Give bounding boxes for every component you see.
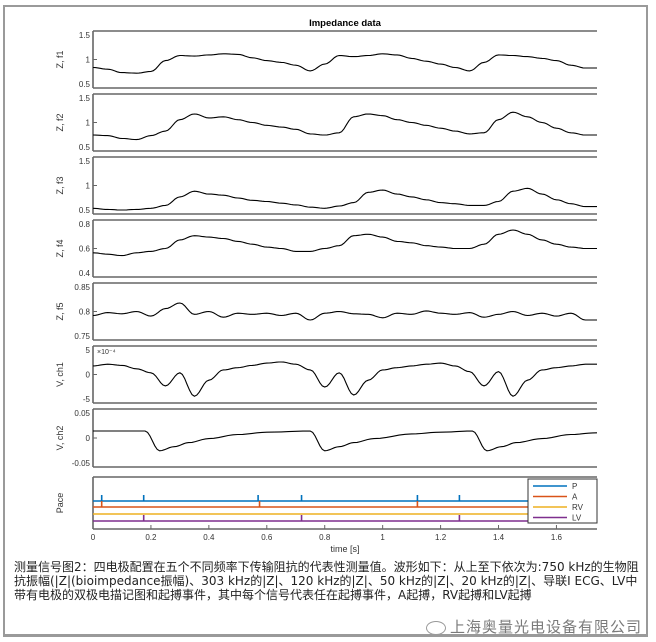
legend-label-A: A bbox=[572, 493, 578, 502]
series-line-f2 bbox=[92, 111, 597, 141]
y-tick-label: 0.6 bbox=[79, 245, 91, 254]
axes-group: Z, f10.511.5Z, f20.511.5Z, f30.511.5Z, f… bbox=[55, 30, 598, 554]
y-tick-label: 0 bbox=[86, 434, 91, 443]
legend-label-P: P bbox=[572, 482, 577, 491]
x-tick-label: 0.2 bbox=[145, 533, 157, 542]
y-tick-label: 0.85 bbox=[74, 283, 90, 292]
y-tick-label: 0.75 bbox=[74, 332, 90, 341]
y-tick-label: 0.8 bbox=[79, 308, 91, 317]
axes-f1: Z, f1 0.5 1 1.5 bbox=[55, 30, 597, 89]
y-tick-label: 1 bbox=[86, 182, 91, 191]
axes-f5: Z, f5 0.75 0.8 0.85 bbox=[55, 282, 597, 341]
x-tick-label: 1.2 bbox=[435, 533, 447, 542]
figure-caption: 测量信号图2：四电极配置在五个不同频率下传输阻抗的代表性测量值。波形如下：从上至… bbox=[14, 560, 639, 602]
series-line-f1 bbox=[92, 53, 597, 74]
wechat-icon bbox=[425, 620, 446, 635]
axes-f3: Z, f3 0.5 1 1.5 bbox=[55, 156, 597, 215]
x-tick-label: 1.4 bbox=[493, 533, 505, 542]
x-axis-label: time [s] bbox=[330, 544, 359, 554]
x-tick-label: 0 bbox=[91, 533, 96, 542]
y-axis-label: Z, f2 bbox=[55, 113, 65, 131]
x-tick-label: 0.4 bbox=[203, 533, 215, 542]
y-tick-label: 0.8 bbox=[79, 220, 91, 229]
y-tick-label: 0.5 bbox=[79, 206, 91, 215]
legend-label-LV: LV bbox=[572, 514, 582, 523]
y-tick-label: 0.05 bbox=[74, 409, 90, 418]
x-tick-label: 1 bbox=[380, 533, 385, 542]
y-axis-label: Z, f5 bbox=[55, 302, 65, 320]
watermark-text: 上海奥量光电设备有限公司 bbox=[449, 618, 642, 636]
chart-title: Impedance data bbox=[309, 18, 382, 29]
x-tick-label: 0.8 bbox=[319, 533, 331, 542]
y-tick-label: 0.4 bbox=[79, 269, 91, 278]
axes-f2: Z, f2 0.5 1 1.5 bbox=[55, 93, 597, 152]
y-tick-label: 1 bbox=[86, 119, 91, 128]
y-tick-label: 5 bbox=[86, 346, 91, 355]
y-tick-label: 1 bbox=[86, 56, 91, 65]
y-axis-label: V, ch2 bbox=[55, 426, 65, 451]
y-tick-label: 0.5 bbox=[79, 143, 91, 152]
series-line-f3 bbox=[92, 187, 597, 211]
y-tick-label: -5 bbox=[83, 395, 91, 404]
axes-f4: Z, f4 0.4 0.6 0.8 bbox=[55, 219, 597, 278]
y-tick-label: 1.5 bbox=[79, 31, 91, 40]
y-scale-label: ×10⁻⁴ bbox=[97, 349, 116, 356]
y-axis-label: Z, f1 bbox=[55, 50, 65, 68]
y-tick-label: -0.05 bbox=[72, 459, 91, 468]
y-tick-label: 1.5 bbox=[79, 94, 91, 103]
x-tick-label: 0.6 bbox=[261, 533, 273, 542]
y-tick-label: 0.5 bbox=[79, 80, 91, 89]
series-line-ch1 bbox=[92, 361, 597, 397]
series-line-ch2 bbox=[93, 430, 598, 452]
y-axis-label: V, ch1 bbox=[55, 362, 65, 387]
axes-ch2: V, ch2 -0.05 0 0.05 bbox=[55, 408, 598, 468]
y-axis-label: Z, f3 bbox=[55, 176, 65, 194]
series-line-f5 bbox=[92, 302, 597, 321]
figure-frame bbox=[3, 5, 648, 637]
y-axis-label: Z, f4 bbox=[55, 239, 65, 257]
y-tick-label: 0 bbox=[86, 371, 91, 380]
y-tick-label: 1.5 bbox=[79, 157, 91, 166]
legend-label-RV: RV bbox=[572, 503, 584, 512]
series-line-f4 bbox=[92, 229, 597, 257]
axes-ch1: V, ch1 -5 0 5 ×10⁻⁴ bbox=[55, 345, 597, 404]
y-axis-label: Pace bbox=[55, 493, 65, 514]
x-tick-label: 1.6 bbox=[551, 533, 563, 542]
watermark: 上海奥量光电设备有限公司 bbox=[425, 618, 642, 636]
